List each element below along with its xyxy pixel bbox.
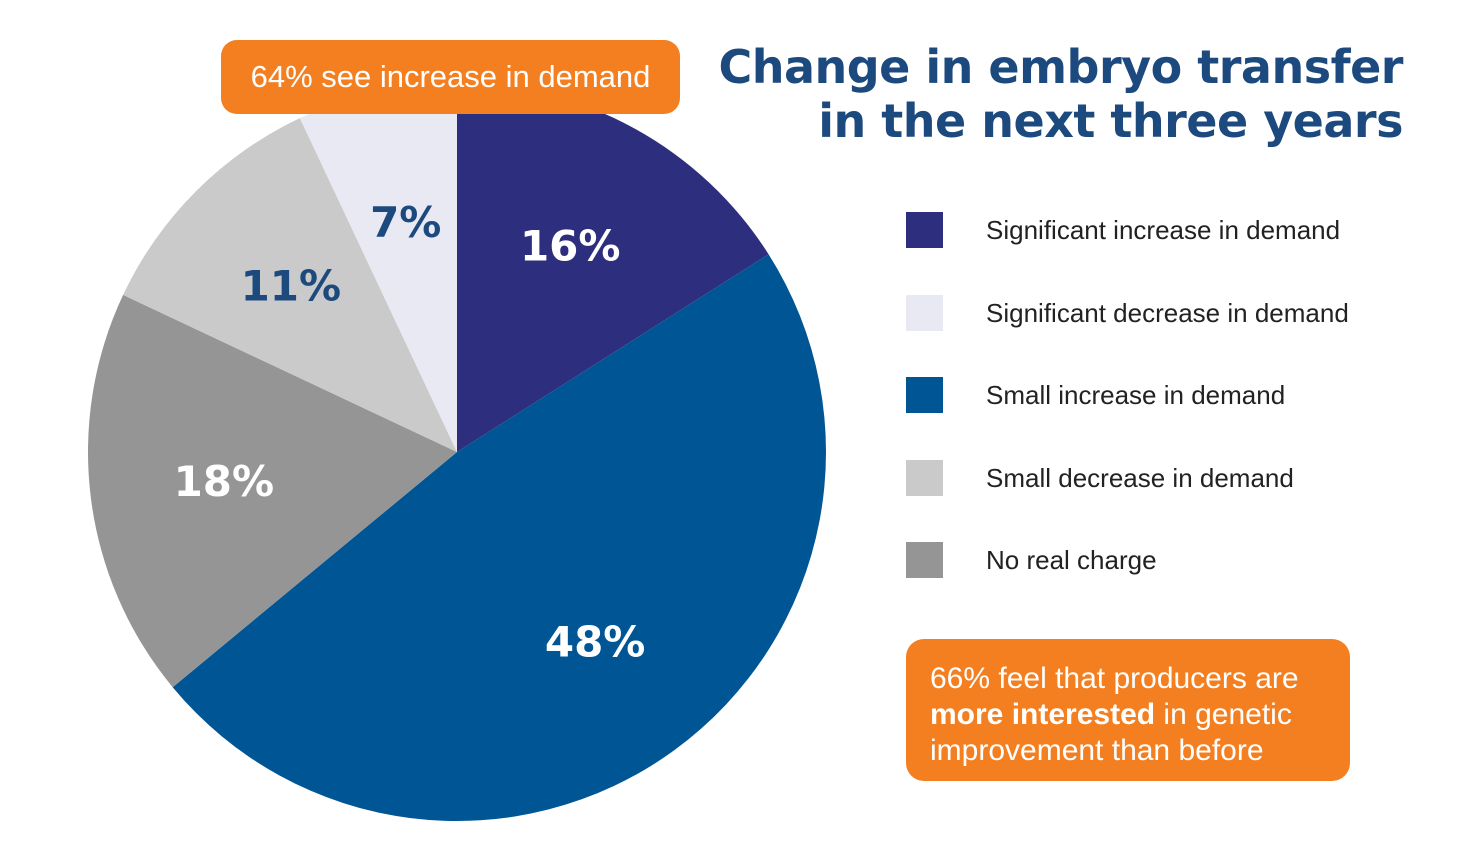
legend-swatch (906, 377, 943, 413)
legend-swatch (906, 212, 943, 248)
pie-slices (88, 83, 827, 822)
producer-interest-callout: 66% feel that producers are more interes… (906, 639, 1350, 781)
chart-title-line-1: Change in embryo transfer (718, 40, 1403, 94)
callout-text-post: in genetic improvement than before (930, 698, 1292, 767)
callout-text-bold: more interested (930, 698, 1156, 731)
callout-text-pre: 66% feel that producers are (930, 662, 1299, 695)
legend-swatch (906, 542, 943, 578)
pie-slice-small-increase-in-demand (172, 254, 827, 822)
pie-slice-value-label: 7% (370, 198, 441, 247)
pie-slice-value-label: 11% (241, 261, 342, 310)
chart-title: Change in embryo transfer in the next th… (718, 40, 1403, 148)
legend-swatch (906, 294, 943, 331)
legend-label: Significant increase in demand (986, 215, 1341, 245)
pie-slice-value-label: 16% (520, 222, 621, 271)
pie-slice-significant-increase-in-demand (457, 83, 769, 452)
increase-demand-callout: 64% see increase in demand (221, 40, 680, 114)
pie-slice-value-label: 18% (174, 457, 275, 506)
legend-label: Significant decrease in demand (986, 297, 1349, 328)
pie-slice-no-real-charge (88, 294, 457, 688)
chart-title-line-2: in the next three years (818, 94, 1403, 148)
legend-label: No real charge (986, 545, 1157, 575)
legend-label: Small decrease in demand (986, 462, 1294, 493)
legend-label: Small increase in demand (986, 380, 1286, 410)
pie-slice-significant-decrease-in-demand (299, 83, 457, 452)
pie-slice-labels: 16% 48% 18% 11% 7% (174, 198, 646, 666)
legend-swatch (906, 459, 943, 496)
pie-slice-small-decrease-in-demand (123, 118, 457, 452)
pie-slice-value-label: 48% (545, 618, 646, 667)
